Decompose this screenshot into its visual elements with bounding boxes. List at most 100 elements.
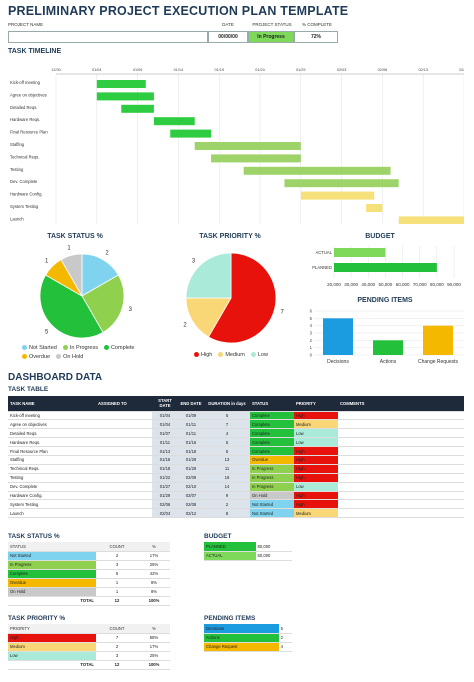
cell-duration: 7 — [204, 419, 250, 430]
cell-value: 4 — [278, 642, 292, 652]
legend-item: Low — [250, 352, 268, 358]
cell-status: On Hold — [250, 491, 294, 501]
cell-end: 02/07 — [178, 491, 204, 501]
gantt-bar — [243, 166, 391, 175]
legend-label: On Hold — [63, 354, 84, 360]
table-row[interactable]: Agree on objectives 01/04 01/11 7 Complete Me… — [8, 419, 464, 430]
cell-count: 2 — [96, 642, 138, 652]
col-task-name: TASK NAME — [8, 396, 96, 412]
pie-data-label: 3 — [192, 259, 196, 265]
cell-assigned — [96, 482, 152, 492]
gantt-date-tick: 02/13 — [418, 68, 428, 72]
cell-status: Complete — [250, 411, 294, 421]
gantt-task-label: Agree on objectives — [10, 92, 47, 97]
legend-label: In Progress — [69, 345, 98, 351]
cell-value: 50,000 — [255, 551, 292, 561]
cell-count: 3 — [96, 651, 138, 661]
table-row[interactable]: Hardware Config. 01/29 02/07 9 On Hold High — [8, 491, 464, 501]
cell-comments — [338, 437, 464, 448]
cell-priority: High — [294, 411, 338, 421]
cell-task: Final Resource Plan — [8, 446, 96, 456]
table-row[interactable]: Hardware Reqs. 01/11 01/16 5 Complete Low — [8, 437, 464, 448]
task-table-header: TASK NAME ASSIGNED TO START DATE END DAT… — [8, 396, 464, 412]
legend-label: Not Started — [29, 345, 57, 351]
table-row[interactable]: Final Resource Plan 01/13 01/18 5 Complete Hi… — [8, 446, 464, 456]
pending-table-title: PENDING ITEMS — [204, 615, 256, 622]
gantt-task-label: Kick-off meeting — [10, 80, 41, 85]
cell-assigned — [96, 411, 152, 421]
total-label: TOTAL — [8, 596, 96, 606]
table-row[interactable]: Dev. Complete 01/27 02/10 14 In Progress Low — [8, 482, 464, 492]
table-row[interactable]: Detailed Reqs. 01/07 01/11 4 Complete Low — [8, 428, 464, 439]
dashboard-title: DASHBOARD DATA — [8, 372, 103, 383]
cell-priority: High — [294, 464, 338, 474]
cell-count: 5 — [96, 569, 138, 579]
legend-swatch — [218, 352, 224, 358]
cell-priority: High — [294, 499, 338, 510]
legend-swatch — [62, 345, 68, 351]
budget-tick-label: 80,000 — [430, 282, 444, 287]
table-row[interactable]: Testing 01/22 02/09 18 In Progress High — [8, 473, 464, 483]
task-status-legend: Not Started In Progress Complete Overdue On … — [22, 345, 142, 360]
project-name-label: PROJECT NAME — [8, 22, 44, 27]
pending-chart-title: PENDING ITEMS — [357, 297, 413, 304]
cell-task: Agree on objectives — [8, 419, 96, 430]
cell-start: 01/29 — [152, 491, 178, 501]
cell-assigned — [96, 499, 152, 510]
col-comments: COMMENTS — [338, 396, 464, 412]
table-row: On Hold 1 8% — [8, 587, 170, 597]
total-pct: 100% — [138, 660, 170, 670]
cell-pct: 25% — [138, 651, 170, 661]
cell-end: 01/29 — [178, 464, 204, 474]
table-row: High 7 58% — [8, 633, 170, 643]
pie-data-label: 2 — [105, 251, 109, 257]
pie-slice — [39, 274, 104, 339]
cell-status: Complete — [250, 437, 294, 448]
col-duration: DURATION in days — [204, 396, 250, 412]
table-row[interactable]: Kick-off meeting 01/04 01/09 5 Complete High — [8, 411, 464, 421]
gantt-task-label: Hardware Config. — [10, 192, 43, 197]
date-label: DATE — [222, 22, 234, 27]
date-field[interactable]: 00/00/00 — [208, 31, 248, 43]
cell-end: 02/09 — [178, 473, 204, 483]
gantt-bar — [194, 142, 301, 150]
cell-label: Low — [8, 651, 96, 661]
total-count: 12 — [96, 596, 138, 606]
task-priority-chart-title: TASK PRIORITY % — [199, 233, 261, 240]
cell-start: 01/22 — [152, 473, 178, 483]
cell-pct: 8% — [138, 587, 170, 597]
cell-count: 7 — [96, 633, 138, 643]
cell-start: 01/11 — [152, 437, 178, 448]
table-row[interactable]: System Testing 02/06 02/08 2 Not Started High — [8, 499, 464, 510]
cell-duration: 18 — [204, 473, 250, 483]
cell-comments — [338, 482, 464, 492]
table-row[interactable]: Technical Reqs. 01/18 01/29 11 In Progress Hi… — [8, 464, 464, 474]
gantt-date-tick: 02/08 — [378, 68, 388, 72]
gantt-chart: 12/30 01/04 01/09 01/14 01/19 01/24 01/29 02/03… — [8, 66, 469, 225]
gantt-task-label: Launch — [10, 216, 24, 221]
status-field[interactable]: In Progress — [248, 31, 294, 43]
gantt-task-label: Hardware Reqs. — [10, 117, 40, 122]
cell-comments — [338, 446, 464, 456]
table-row[interactable]: Staffing 01/16 01/29 13 Overdue High — [8, 455, 464, 465]
project-name-field[interactable] — [8, 31, 208, 43]
cell-task: Staffing — [8, 455, 96, 465]
cell-label: In Progress — [8, 560, 96, 570]
cell-end: 02/12 — [178, 508, 204, 519]
timeline-title: TASK TIMELINE — [8, 48, 62, 55]
complete-field[interactable]: 72% — [294, 31, 338, 43]
gantt-task-label: System Testing — [10, 204, 39, 209]
cell-status: Not Started — [250, 499, 294, 510]
cell-duration: 14 — [204, 482, 250, 492]
pending-tick-label: 2 — [310, 338, 313, 343]
cell-duration: 11 — [204, 464, 250, 474]
table-row[interactable]: Launch 02/04 02/12 8 Not Started Medium — [8, 508, 464, 519]
task-status-chart-title: TASK STATUS % — [47, 233, 103, 240]
complete-label: % COMPLETE — [301, 22, 332, 27]
gantt-task-label: Technical Reqs. — [10, 154, 40, 159]
priority-table: PRIORITY COUNT % High 7 58% Medium 2 17% Low 3 2… — [8, 624, 170, 670]
cell-assigned — [96, 473, 152, 483]
gantt-date-tick: 01/24 — [255, 68, 265, 72]
cell-start: 01/07 — [152, 428, 178, 439]
col-assigned-to: ASSIGNED TO — [96, 396, 152, 412]
